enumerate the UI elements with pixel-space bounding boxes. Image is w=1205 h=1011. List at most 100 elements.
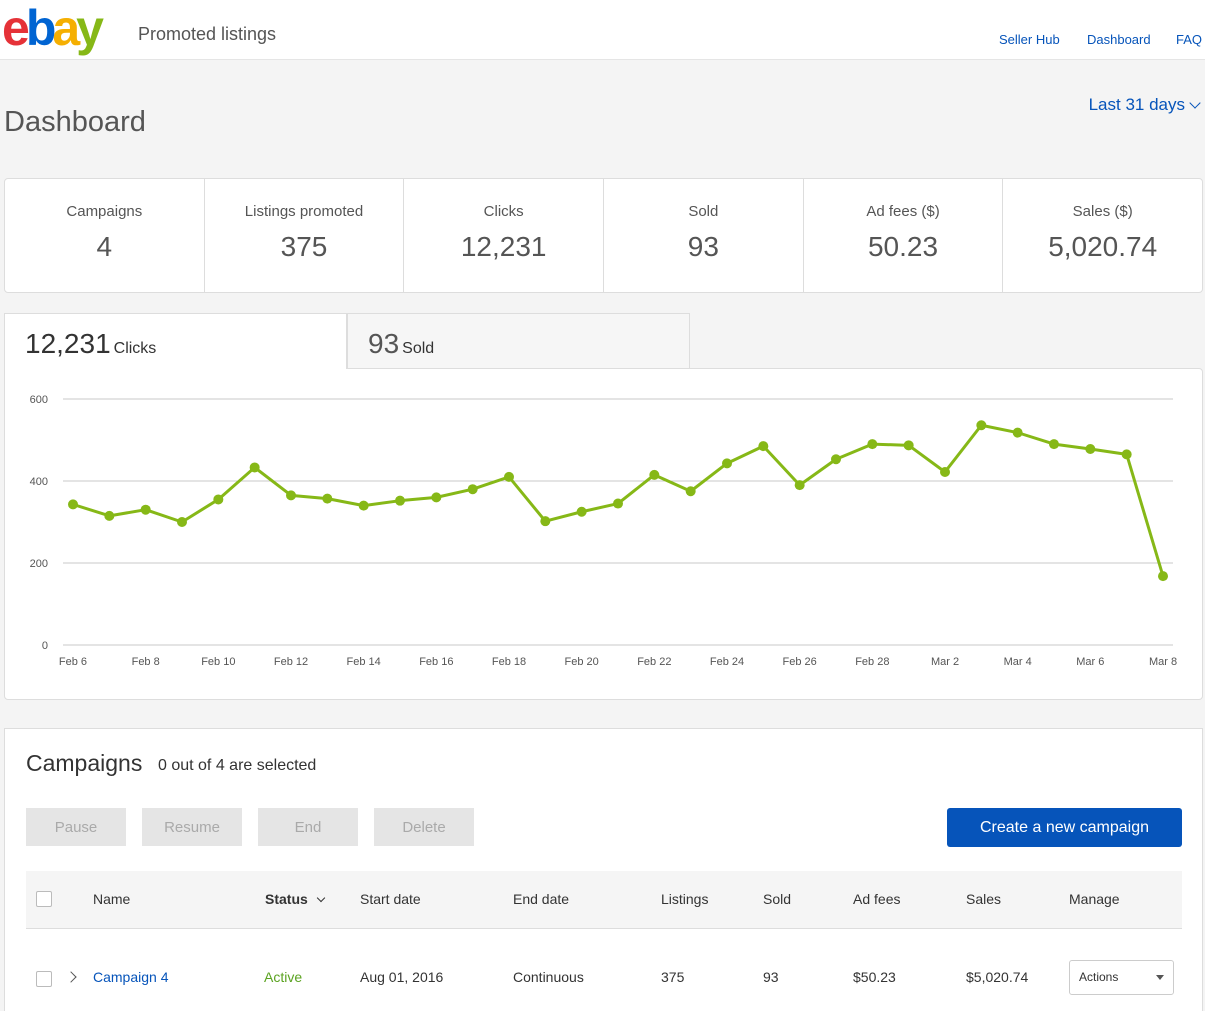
data-point — [286, 490, 296, 501]
create-campaign-button[interactable]: Create a new campaign — [947, 808, 1182, 847]
data-point — [1158, 571, 1168, 582]
kpi-value: 5,020.74 — [1048, 231, 1158, 262]
data-point — [358, 500, 369, 511]
app-title: Promoted listings — [138, 24, 277, 44]
data-point — [576, 506, 587, 517]
x-tick-label: Feb 12 — [274, 656, 308, 668]
nav-link-faq[interactable]: FAQ — [1176, 32, 1203, 47]
kpi-clicks: Clicks 12,231 — [404, 179, 605, 292]
select-all-checkbox[interactable] — [36, 891, 52, 907]
logo-letter-y: y — [76, 0, 104, 56]
campaigns-section: Campaigns 0 out of 4 are selected Pause … — [4, 728, 1203, 1011]
data-point — [504, 471, 514, 482]
date-range-label: Last 31 days — [1088, 95, 1185, 114]
column-sold[interactable]: Sold — [763, 891, 792, 907]
tab-label: Clicks — [113, 340, 157, 357]
start-date: Aug 01, 2016 — [360, 969, 444, 985]
data-point — [794, 480, 805, 491]
actions-dropdown[interactable]: Actions — [1069, 960, 1174, 995]
campaign-name-link[interactable]: Campaign 4 — [93, 969, 169, 985]
pause-button[interactable]: Pause — [26, 808, 126, 846]
page-title: Dashboard — [4, 106, 146, 138]
end-date: Continuous — [513, 969, 584, 985]
data-point — [177, 517, 187, 527]
data-point — [213, 494, 224, 505]
x-tick-label: Mar 8 — [1149, 656, 1177, 668]
chevron-down-icon — [1189, 96, 1201, 109]
kpi-value: 93 — [687, 231, 719, 262]
data-point — [68, 499, 78, 510]
y-tick-label: 0 — [42, 640, 48, 652]
data-point — [903, 440, 914, 451]
data-point — [1085, 444, 1096, 455]
data-point — [722, 458, 732, 469]
data-point — [758, 441, 769, 452]
column-status[interactable]: Status — [265, 891, 325, 907]
x-tick-label: Mar 2 — [931, 656, 959, 668]
column-ad-fees[interactable]: Ad fees — [853, 891, 901, 907]
sold-count: 93 — [763, 969, 779, 985]
chevron-right-icon[interactable] — [65, 971, 77, 983]
x-tick-label: Feb 22 — [637, 656, 671, 668]
data-point — [1049, 439, 1059, 450]
x-tick-label: Feb 16 — [419, 656, 453, 668]
x-tick-label: Feb 8 — [132, 656, 160, 668]
data-point — [467, 484, 478, 495]
data-point — [685, 486, 696, 497]
status-badge: Active — [264, 969, 303, 985]
data-point — [649, 469, 660, 480]
kpi-label: Ad fees ($) — [866, 203, 940, 220]
data-point — [104, 510, 115, 521]
column-name[interactable]: Name — [93, 891, 131, 907]
data-point — [867, 439, 878, 450]
ebay-logo[interactable]: ebay — [2, 0, 104, 56]
tab-label: Sold — [402, 340, 435, 357]
data-point — [249, 462, 260, 473]
actions-label: Actions — [1079, 970, 1119, 984]
kpi-label: Listings promoted — [244, 203, 364, 220]
column-start-date[interactable]: Start date — [360, 891, 421, 907]
x-tick-label: Feb 18 — [492, 656, 526, 668]
column-end-date[interactable]: End date — [513, 891, 570, 907]
kpi-label: Sold — [688, 203, 719, 220]
clicks-line-chart: 0 200 400 600 Feb 6 Feb 8 Feb 10 Feb 12 Feb 14 Fe… — [30, 394, 1177, 668]
logo-letter-a: a — [52, 0, 80, 56]
sales-value: $5,020.74 — [966, 969, 1029, 985]
resume-button[interactable]: Resume — [142, 808, 242, 846]
kpi-summary: Campaigns 4 Listings promoted 375 Clicks… — [4, 178, 1203, 293]
data-point — [831, 454, 841, 465]
x-tick-label: Mar 6 — [1076, 656, 1104, 668]
x-tick-label: Mar 4 — [1004, 656, 1032, 668]
kpi-value: 50.23 — [867, 231, 939, 262]
column-sales[interactable]: Sales — [966, 891, 1002, 907]
selection-count: 0 out of 4 are selected — [158, 757, 317, 774]
x-tick-label: Feb 28 — [855, 656, 889, 668]
kpi-label: Sales ($) — [1072, 203, 1133, 220]
x-tick-label: Feb 6 — [59, 656, 87, 668]
tab-value: 12,231 — [25, 328, 111, 359]
caret-down-icon — [1156, 975, 1164, 980]
kpi-value: 375 — [280, 231, 328, 262]
logo-letter-b: b — [25, 0, 56, 56]
kpi-label: Campaigns — [66, 203, 143, 220]
end-button[interactable]: End — [258, 808, 358, 846]
ad-fees-value: $50.23 — [853, 969, 896, 985]
nav-link-seller-hub[interactable]: Seller Hub — [999, 32, 1060, 47]
tab-value: 93 — [368, 328, 400, 359]
data-point — [140, 504, 151, 515]
date-range-dropdown[interactable]: Last 31 days — [1088, 95, 1201, 115]
data-point — [613, 498, 623, 509]
row-checkbox[interactable] — [36, 971, 52, 987]
x-tick-label: Feb 10 — [201, 656, 235, 668]
tab-clicks[interactable]: 12,231 Clicks — [4, 313, 347, 369]
clicks-chart-panel: 0 200 400 600 Feb 6 Feb 8 Feb 10 Feb 12 Feb 14 Fe… — [4, 368, 1203, 700]
data-point — [1012, 427, 1023, 438]
delete-button[interactable]: Delete — [374, 808, 474, 846]
data-point — [540, 516, 551, 527]
column-listings[interactable]: Listings — [661, 891, 709, 907]
data-point — [395, 495, 405, 506]
kpi-sales: Sales ($) 5,020.74 — [1003, 179, 1202, 292]
tab-sold[interactable]: 93 Sold — [347, 313, 690, 369]
x-tick-label: Feb 14 — [347, 656, 381, 668]
nav-link-dashboard[interactable]: Dashboard — [1087, 32, 1151, 47]
